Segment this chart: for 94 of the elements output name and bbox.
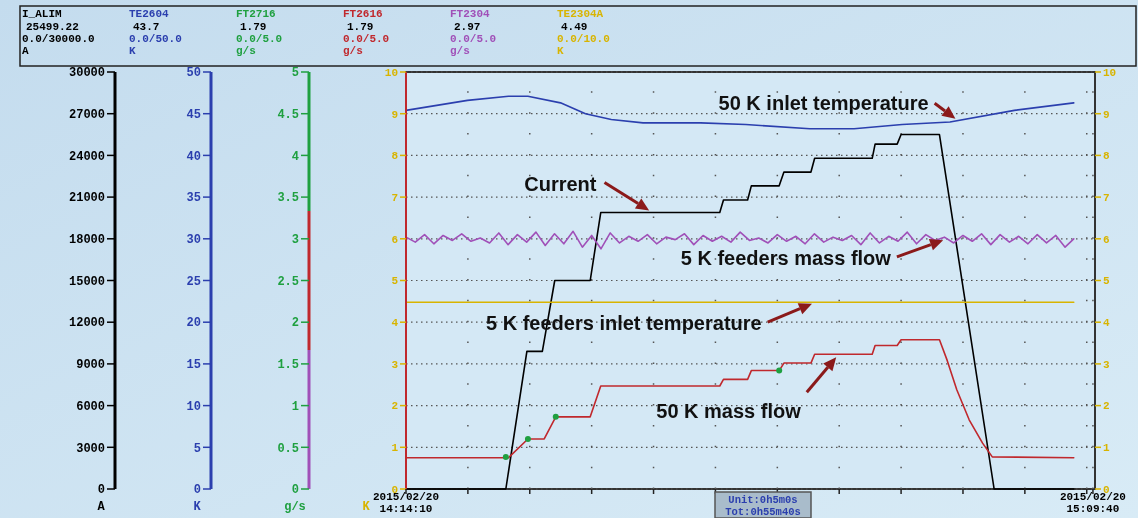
y2-tick-label: 3 <box>1103 358 1110 371</box>
text: FT2616 <box>343 8 383 20</box>
text: 20 <box>186 316 201 331</box>
text: 30 <box>186 233 201 247</box>
y-tick-label: 2 <box>391 400 398 413</box>
text: TE2604 <box>129 8 170 20</box>
text: 0.0/5.0 <box>236 33 283 45</box>
text: 21000 <box>68 191 105 206</box>
text: 3.5 <box>277 191 299 206</box>
text: 25499.22 <box>26 21 79 33</box>
line-series <box>405 133 1075 490</box>
line-series <box>405 230 1075 250</box>
annotation: 5 K feeders mass flow <box>680 246 892 269</box>
y-tick-label: 8 <box>391 150 399 163</box>
text: 24000 <box>68 149 105 164</box>
annotation: 50 K mass flow <box>656 400 802 423</box>
text: 4.5 <box>277 107 299 122</box>
text: 0.0/5.0 <box>343 33 390 45</box>
text: 0.5 <box>277 441 299 456</box>
text: 1.5 <box>277 358 299 373</box>
y-tick-label: 3 <box>391 358 399 371</box>
text: Tot:0h55m40s <box>725 506 801 518</box>
text: 1.79 <box>240 21 267 33</box>
y2-tick-label: 4 <box>1103 317 1110 330</box>
text: 3000 <box>76 441 105 456</box>
text: 9000 <box>76 358 105 373</box>
text: 50 <box>186 66 201 81</box>
text: g/s <box>343 45 363 57</box>
text: 0.0/50.0 <box>129 33 182 45</box>
text: 45 <box>186 107 201 122</box>
text: 0.0/5.0 <box>450 33 497 45</box>
y2-tick-label: 8 <box>1103 150 1110 163</box>
y2-tick-label: 9 <box>1103 108 1110 121</box>
y2-tick-label: 5 <box>1103 275 1110 288</box>
text: I_ALIM <box>22 8 63 20</box>
text: TE2304A <box>557 8 604 20</box>
y-tick-label: 1 <box>391 442 399 455</box>
y2-tick-label: 10 <box>1103 66 1117 79</box>
text: 10 <box>186 399 201 414</box>
text: 43.7 <box>133 21 160 33</box>
point <box>524 435 531 442</box>
text: 15000 <box>68 274 105 289</box>
text: 1.79 <box>347 21 374 33</box>
text: g/s <box>284 500 306 514</box>
y2-tick-label: 7 <box>1103 191 1110 204</box>
y-tick-label: 5 <box>391 275 399 288</box>
text: 15 <box>186 358 201 373</box>
annotation: Current <box>524 172 597 195</box>
y-axis-title: K <box>362 500 371 514</box>
text: g/s <box>450 45 470 57</box>
text: 0 <box>291 483 299 498</box>
text: g/s <box>236 45 256 57</box>
y-tick-label: 10 <box>384 66 398 79</box>
text: 0.0/10.0 <box>557 33 610 45</box>
text: 0 <box>97 483 105 498</box>
text: 5 <box>291 66 299 81</box>
text: 2.5 <box>277 274 299 289</box>
y2-tick-label: 1 <box>1103 442 1110 455</box>
text: 27000 <box>68 107 105 122</box>
y-tick-label: 4 <box>391 317 399 330</box>
y2-tick-label: 2 <box>1103 400 1110 413</box>
text: 4.49 <box>561 21 588 33</box>
y-tick-label: 6 <box>391 233 398 246</box>
text: 3 <box>291 233 299 247</box>
annotation: 50 K inlet temperature <box>718 92 929 115</box>
text: 4 <box>291 149 299 164</box>
text: K <box>193 500 202 514</box>
point <box>776 367 783 374</box>
text: 0 <box>193 483 201 498</box>
text: 2.97 <box>454 21 481 33</box>
text: A <box>22 45 29 57</box>
point <box>502 453 509 460</box>
text: 1 <box>291 399 299 414</box>
text: FT2716 <box>236 8 276 20</box>
text: 18000 <box>68 233 105 247</box>
text: Unit:0h5m0s <box>728 494 798 506</box>
text: FT2304 <box>450 8 491 20</box>
y-tick-label: 7 <box>391 191 398 204</box>
text: 6000 <box>76 399 105 414</box>
y-tick-label: 9 <box>391 108 398 121</box>
line-series <box>405 95 1075 130</box>
text: 35 <box>186 191 201 206</box>
text: 0.0/30000.0 <box>22 33 95 45</box>
text: 5 <box>193 441 201 456</box>
text: K <box>557 45 564 57</box>
text: 2 <box>291 316 299 331</box>
text: 40 <box>186 149 201 164</box>
text: 12000 <box>68 316 105 331</box>
y2-tick-label: 6 <box>1103 233 1110 246</box>
text: K <box>129 45 136 57</box>
text: 25 <box>186 274 201 289</box>
text: A <box>97 500 106 514</box>
point <box>552 413 559 420</box>
text: 30000 <box>68 66 105 81</box>
